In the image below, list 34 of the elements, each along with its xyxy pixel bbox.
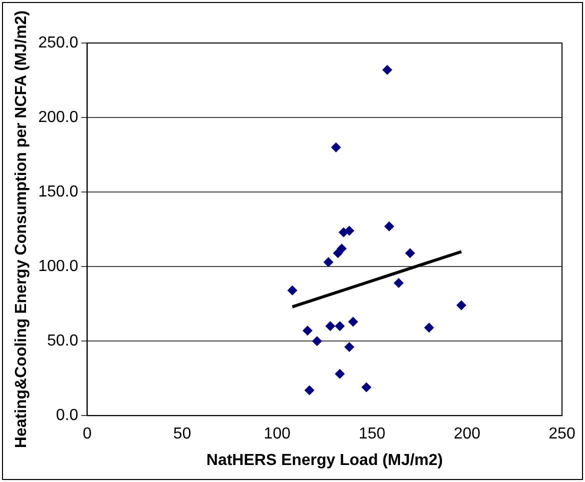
y-tick-label: 100.0 [38, 258, 78, 275]
point [405, 248, 416, 258]
point [394, 278, 404, 288]
point [336, 244, 347, 254]
point [302, 326, 313, 336]
x-tick-label: 200 [454, 426, 480, 443]
point [348, 316, 358, 327]
point [334, 321, 345, 332]
x-axis-title: NatHERS Energy Load (MJ/m2) [206, 452, 443, 469]
point [384, 221, 394, 232]
point [344, 226, 354, 236]
point [312, 336, 322, 346]
point [424, 322, 434, 333]
x-tick-label: 150 [358, 426, 386, 443]
point [361, 382, 372, 392]
point [382, 64, 392, 75]
x-tick-label: 50 [173, 426, 192, 443]
point [304, 385, 314, 396]
x-tick-label: 0 [82, 426, 92, 443]
point [334, 368, 345, 379]
y-axis-title: Heating&Cooling Energy Consumption per NCFA (MJ/m2) [13, 10, 30, 448]
y-tick-label: 50.0 [47, 332, 78, 350]
x-tick-label: 100 [264, 426, 291, 443]
point [456, 300, 466, 310]
y-tick-label: 150.0 [38, 183, 78, 200]
point [344, 342, 354, 352]
x-tick-label: 250 [548, 426, 576, 443]
point [323, 257, 334, 268]
y-tick-label: 200.0 [38, 108, 78, 126]
point [325, 321, 336, 332]
point [287, 285, 298, 296]
point [331, 142, 342, 152]
y-tick-label: 250.0 [38, 34, 78, 52]
y-tick-label: 0.0 [56, 407, 78, 424]
